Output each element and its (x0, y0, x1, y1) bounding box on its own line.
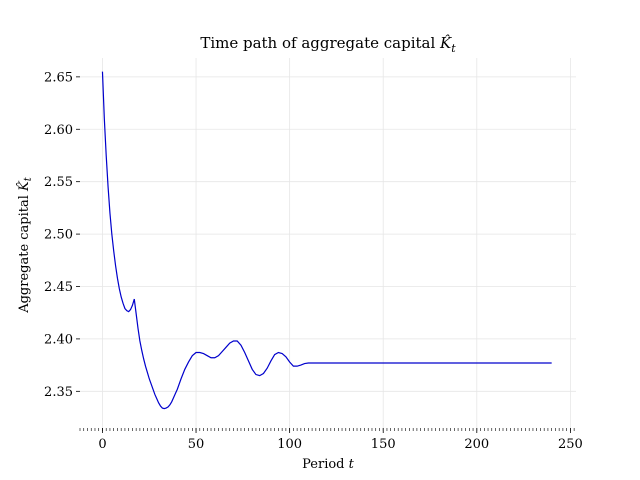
x-axis-ticks: 0 50 100 150 200 250 (98, 428, 583, 452)
y-axis-label-symbol: K̂ (16, 180, 32, 192)
y-tick-label: 2.40 (44, 332, 73, 347)
x-tick-label: 250 (558, 437, 583, 452)
x-axis-label: Period t (302, 457, 355, 472)
y-tick-label: 2.35 (44, 385, 73, 400)
title-symbol: K̂ (439, 34, 452, 52)
chart-title: Time path of aggregate capital K̂t (200, 34, 456, 55)
x-tick-label: 100 (277, 437, 302, 452)
y-tick-label: 2.45 (44, 280, 73, 295)
x-axis-label-symbol: t (349, 457, 355, 472)
x-tick-label: 50 (188, 437, 205, 452)
grid (80, 58, 576, 428)
title-subscript: t (451, 42, 456, 55)
x-tick-label: 0 (98, 437, 106, 452)
y-axis-label-subscript: t (23, 176, 34, 181)
y-tick-label: 2.65 (44, 70, 73, 85)
series-line (101, 71, 552, 410)
x-tick-label: 200 (464, 437, 489, 452)
y-tick-label: 2.60 (44, 123, 73, 138)
y-axis-label: Aggregate capital K̂t (16, 176, 34, 314)
x-tick-label: 150 (371, 437, 396, 452)
y-tick-label: 2.50 (44, 228, 73, 243)
x-minor-ticks (79, 428, 575, 431)
y-tick-label: 2.55 (44, 175, 73, 190)
y-axis-ticks: 2.35 2.40 2.45 2.50 2.55 2.60 2.65 (44, 70, 80, 400)
